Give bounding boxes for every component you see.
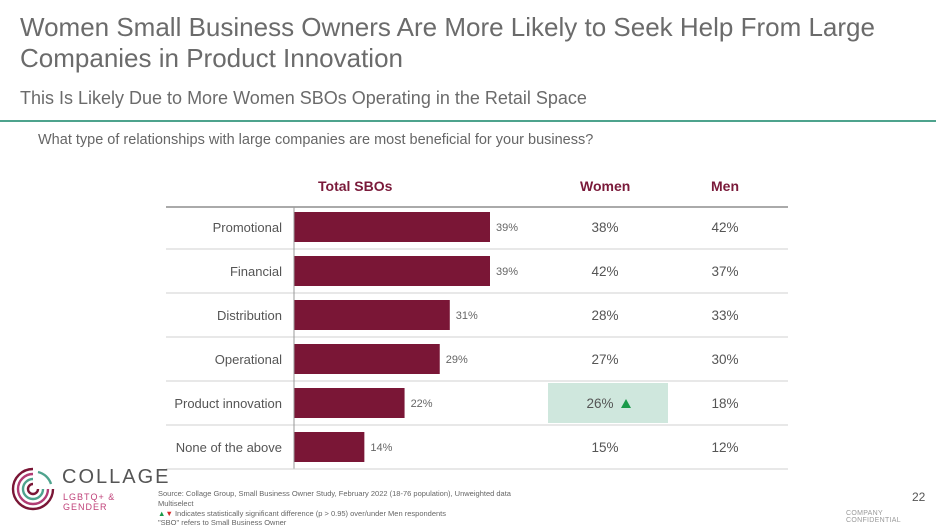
bar <box>294 344 440 374</box>
category-label: Distribution <box>217 308 282 323</box>
category-label: None of the above <box>176 440 282 455</box>
bar <box>294 300 450 330</box>
women-value: 27% <box>591 352 618 367</box>
footnote-significance: ▲▼ Indicates statistically significant d… <box>158 509 447 518</box>
women-value: 38% <box>591 220 618 235</box>
page-number: 22 <box>912 490 926 504</box>
survey-question: What type of relationships with large co… <box>38 132 594 148</box>
category-label: Financial <box>230 264 282 279</box>
highlight-cell-women <box>548 383 668 423</box>
bar <box>294 212 490 242</box>
bar <box>294 256 490 286</box>
men-value: 12% <box>711 440 738 455</box>
bar-value-label: 39% <box>496 222 518 234</box>
header-divider <box>0 120 936 122</box>
page-title: Women Small Business Owners Are More Lik… <box>20 12 875 73</box>
significance-up-icon <box>621 399 631 408</box>
bar-value-label: 22% <box>411 398 433 410</box>
bar <box>294 432 365 462</box>
women-value: 26% <box>586 396 613 411</box>
page-subtitle: This Is Likely Due to More Women SBOs Op… <box>20 88 587 108</box>
sig-arrows-icon: ▲ <box>158 509 166 518</box>
column-header-total: Total SBOs <box>318 178 393 194</box>
bar-value-label: 29% <box>446 354 468 366</box>
bar-value-label: 31% <box>456 310 478 322</box>
footnote-sbo: "SBO" refers to Small Business Owner <box>158 518 287 527</box>
bar-value-label: 14% <box>370 442 392 454</box>
column-header-women: Women <box>580 178 631 194</box>
logo-subtitle: LGBTQ+ & GENDER <box>63 492 116 512</box>
logo-wordmark: COLLAGE <box>62 466 171 488</box>
bar <box>294 388 405 418</box>
men-value: 42% <box>711 220 738 235</box>
men-value: 37% <box>711 264 738 279</box>
footnote-multiselect: Multiselect <box>158 499 194 508</box>
category-label: Promotional <box>213 220 282 235</box>
confidential-label: COMPANY CONFIDENTIAL <box>846 510 901 524</box>
footnote-significance-text: Indicates statistically significant diff… <box>172 509 447 518</box>
men-value: 30% <box>711 352 738 367</box>
women-value: 28% <box>591 308 618 323</box>
bar-value-label: 39% <box>496 266 518 278</box>
women-value: 42% <box>591 264 618 279</box>
category-label: Operational <box>215 352 282 367</box>
men-value: 18% <box>711 396 738 411</box>
column-header-men: Men <box>711 178 739 194</box>
women-value: 15% <box>591 440 618 455</box>
men-value: 33% <box>711 308 738 323</box>
category-label: Product innovation <box>174 396 282 411</box>
collage-logo: COLLAGE LGBTQ+ & GENDER <box>10 464 168 520</box>
collage-logo-icon <box>11 467 55 511</box>
footnote-source: Source: Collage Group, Small Business Ow… <box>158 489 511 498</box>
